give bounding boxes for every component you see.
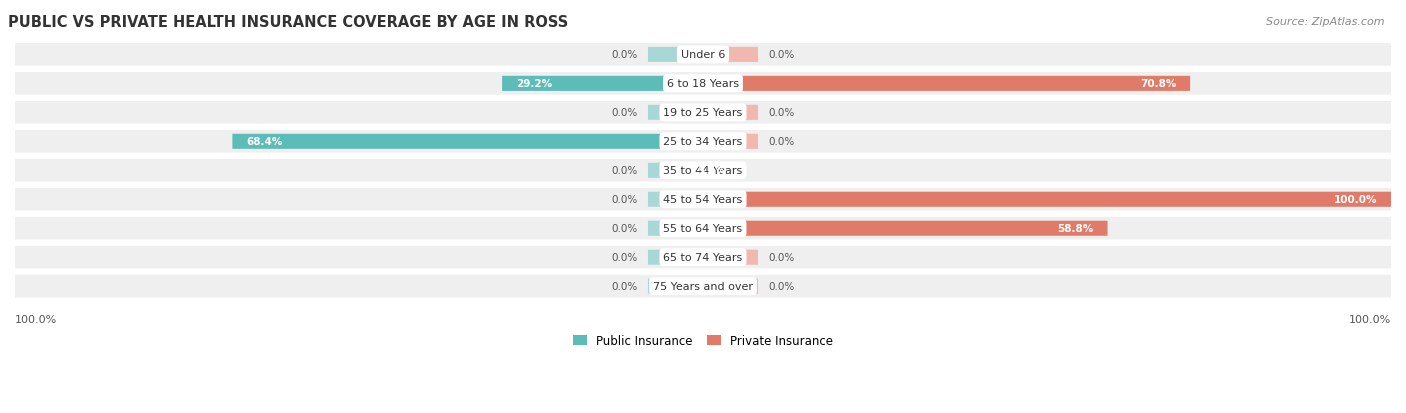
FancyBboxPatch shape: [703, 163, 740, 178]
Text: 0.0%: 0.0%: [768, 253, 794, 263]
FancyBboxPatch shape: [648, 106, 703, 121]
FancyBboxPatch shape: [15, 131, 1391, 153]
Text: 0.0%: 0.0%: [612, 195, 638, 205]
Text: Source: ZipAtlas.com: Source: ZipAtlas.com: [1267, 17, 1385, 26]
Text: 0.0%: 0.0%: [768, 282, 794, 292]
Text: 0.0%: 0.0%: [768, 137, 794, 147]
FancyBboxPatch shape: [232, 135, 703, 150]
Text: 0.0%: 0.0%: [768, 108, 794, 118]
Text: 0.0%: 0.0%: [612, 166, 638, 176]
FancyBboxPatch shape: [15, 275, 1391, 298]
FancyBboxPatch shape: [703, 77, 1189, 92]
FancyBboxPatch shape: [703, 221, 1108, 236]
FancyBboxPatch shape: [15, 102, 1391, 124]
Text: 100.0%: 100.0%: [1334, 195, 1378, 205]
Text: 45 to 54 Years: 45 to 54 Years: [664, 195, 742, 205]
Text: 25 to 34 Years: 25 to 34 Years: [664, 137, 742, 147]
Text: 100.0%: 100.0%: [1348, 314, 1391, 324]
Text: 75 Years and over: 75 Years and over: [652, 282, 754, 292]
FancyBboxPatch shape: [703, 250, 758, 265]
FancyBboxPatch shape: [15, 73, 1391, 95]
Text: 0.0%: 0.0%: [612, 224, 638, 234]
Text: 68.4%: 68.4%: [246, 137, 283, 147]
Legend: Public Insurance, Private Insurance: Public Insurance, Private Insurance: [568, 330, 838, 352]
FancyBboxPatch shape: [703, 192, 1391, 207]
FancyBboxPatch shape: [648, 48, 703, 63]
Text: 55 to 64 Years: 55 to 64 Years: [664, 224, 742, 234]
Text: 0.0%: 0.0%: [612, 50, 638, 60]
FancyBboxPatch shape: [648, 250, 703, 265]
Text: PUBLIC VS PRIVATE HEALTH INSURANCE COVERAGE BY AGE IN ROSS: PUBLIC VS PRIVATE HEALTH INSURANCE COVER…: [8, 15, 568, 30]
Text: 100.0%: 100.0%: [15, 314, 58, 324]
Text: 6 to 18 Years: 6 to 18 Years: [666, 79, 740, 89]
Text: 5.4%: 5.4%: [697, 166, 727, 176]
FancyBboxPatch shape: [648, 279, 703, 294]
FancyBboxPatch shape: [703, 106, 758, 121]
Text: 58.8%: 58.8%: [1057, 224, 1094, 234]
FancyBboxPatch shape: [15, 217, 1391, 240]
FancyBboxPatch shape: [648, 221, 703, 236]
Text: 0.0%: 0.0%: [612, 253, 638, 263]
Text: 19 to 25 Years: 19 to 25 Years: [664, 108, 742, 118]
FancyBboxPatch shape: [703, 279, 758, 294]
FancyBboxPatch shape: [15, 159, 1391, 182]
Text: 35 to 44 Years: 35 to 44 Years: [664, 166, 742, 176]
Text: 70.8%: 70.8%: [1140, 79, 1177, 89]
FancyBboxPatch shape: [703, 48, 758, 63]
FancyBboxPatch shape: [703, 135, 758, 150]
Text: 29.2%: 29.2%: [516, 79, 553, 89]
FancyBboxPatch shape: [502, 77, 703, 92]
FancyBboxPatch shape: [15, 44, 1391, 66]
Text: 0.0%: 0.0%: [768, 50, 794, 60]
Text: 0.0%: 0.0%: [612, 282, 638, 292]
FancyBboxPatch shape: [648, 192, 703, 207]
FancyBboxPatch shape: [15, 188, 1391, 211]
Text: Under 6: Under 6: [681, 50, 725, 60]
FancyBboxPatch shape: [15, 246, 1391, 269]
Text: 65 to 74 Years: 65 to 74 Years: [664, 253, 742, 263]
FancyBboxPatch shape: [648, 163, 703, 178]
Text: 0.0%: 0.0%: [612, 108, 638, 118]
